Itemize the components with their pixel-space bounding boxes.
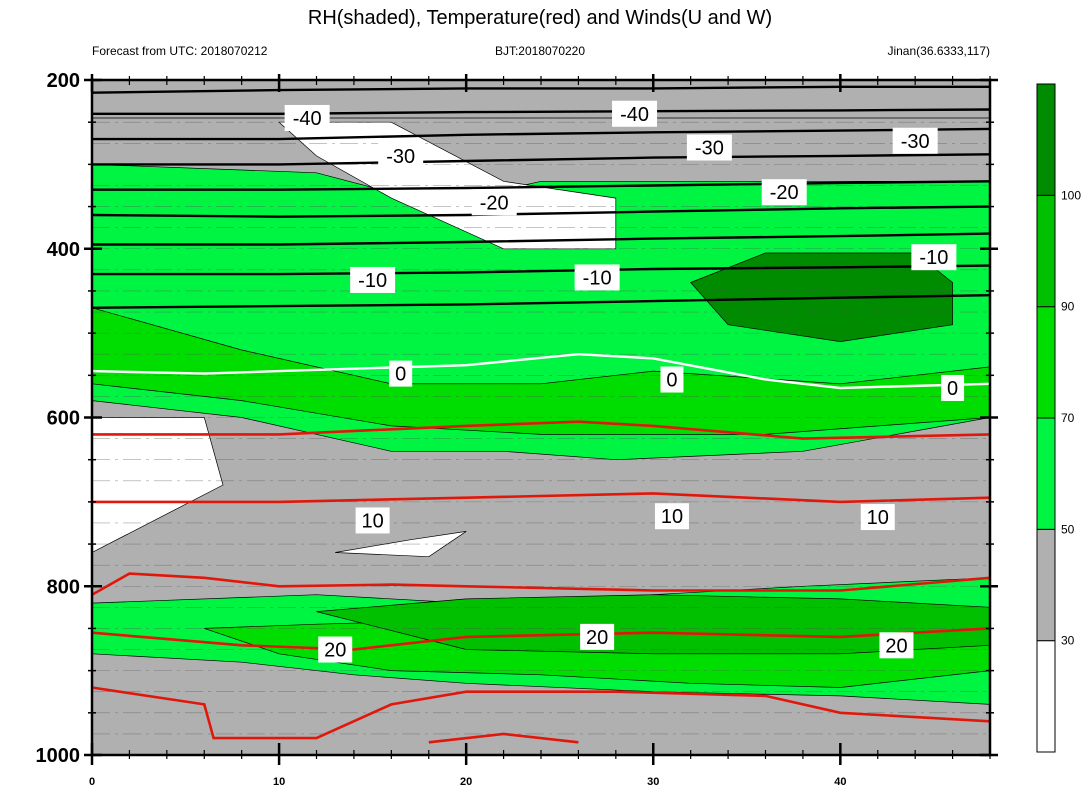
temperature-line-7: [92, 264, 990, 276]
contour-label-3: -30: [686, 134, 732, 161]
contour-label-1: -40: [612, 100, 658, 127]
svg-text:20: 20: [885, 635, 907, 657]
subtitle-location: Jinan(36.6333,117): [887, 44, 990, 58]
x-tick-label-20: 20: [460, 776, 472, 788]
colorbar-label-30: 30: [1061, 634, 1075, 648]
y-tick-label-400: 400: [47, 239, 80, 261]
svg-text:20: 20: [324, 640, 346, 662]
colorbar-box-1: [1036, 528, 1056, 642]
svg-text:-30: -30: [386, 146, 415, 168]
y-tick-label-800: 800: [47, 576, 80, 598]
svg-text:-10: -10: [919, 247, 948, 269]
contour-label-0: -40: [284, 104, 330, 131]
x-tick-label-0: 0: [89, 776, 95, 788]
contour-label-8: -10: [574, 264, 620, 291]
temperature-line-4: [92, 180, 990, 191]
colorbar-box-4: [1036, 194, 1056, 308]
colorbar-label-50: 50: [1061, 522, 1075, 536]
svg-text:-30: -30: [695, 138, 724, 160]
temperature-line-6: [92, 232, 990, 246]
svg-text:-10: -10: [358, 270, 387, 292]
svg-text:20: 20: [586, 627, 608, 649]
contour-label-4: -30: [892, 127, 938, 154]
contour-label-6: -20: [761, 179, 807, 206]
temperature-line-14: [92, 686, 990, 740]
temperature-line-1: [92, 108, 990, 115]
subtitle-bjt: BJT:2018070220: [495, 44, 585, 58]
svg-text:-20: -20: [480, 192, 509, 214]
temperature-line-5: [92, 205, 990, 218]
contour-label-15: 10: [860, 504, 895, 531]
rh-region-3: [92, 307, 990, 435]
temperature-line-9: [92, 352, 990, 390]
contour-label-16: 20: [318, 636, 353, 663]
contour-label-10: 0: [389, 360, 413, 387]
contour-label-5: -20: [471, 189, 517, 216]
temperature-line-12: [92, 572, 990, 596]
svg-text:10: 10: [661, 506, 683, 528]
y-tick-label-600: 600: [47, 408, 80, 430]
contour-label-7: -10: [350, 266, 396, 293]
temperature-line-11: [92, 492, 990, 504]
colorbar-box-0: [1036, 640, 1056, 753]
chart-title: RH(shaded), Temperature(red) and Winds(U…: [308, 7, 772, 29]
x-tick-label-40: 40: [834, 776, 846, 788]
y-tick-label-200: 200: [47, 70, 80, 92]
contour-label-9: -10: [911, 244, 957, 271]
temperature-line-15: [428, 732, 579, 744]
svg-text:-20: -20: [770, 182, 799, 204]
temperature-line-3: [92, 153, 990, 166]
rh-region-5: [316, 594, 990, 655]
x-tick-label-10: 10: [273, 776, 285, 788]
svg-text:-30: -30: [901, 131, 930, 153]
x-tick-label-30: 30: [647, 776, 659, 788]
svg-text:0: 0: [395, 364, 406, 386]
temperature-line-2: [92, 127, 990, 141]
plot-area: -40 -40 -30 -30 -30 -20 -20 -10 -10 -10 0 0 0 10 10 10 2…: [92, 80, 990, 755]
contour-label-17: 20: [580, 623, 615, 650]
temperature-line-0: [92, 85, 990, 94]
contour-label-18: 20: [879, 632, 914, 659]
colorbar-box-3: [1036, 306, 1056, 419]
colorbar-label-70: 70: [1061, 411, 1075, 425]
colorbar-label-100: 100: [1061, 188, 1081, 202]
svg-text:10: 10: [867, 507, 889, 529]
y-tick-label-1000: 1000: [36, 745, 81, 767]
svg-text:0: 0: [666, 370, 677, 392]
contour-label-14: 10: [654, 503, 689, 530]
svg-text:10: 10: [362, 510, 384, 532]
contour-label-2: -30: [378, 142, 424, 169]
contour-label-11: 0: [660, 366, 684, 393]
svg-text:-10: -10: [583, 267, 612, 289]
colorbar-box-5: [1036, 83, 1056, 196]
temperature-line-13: [92, 627, 990, 651]
svg-text:-40: -40: [293, 108, 322, 130]
colorbar: 30 50 70 90 100: [1036, 83, 1081, 753]
svg-text:-40: -40: [620, 104, 649, 126]
temperature-line-10: [92, 420, 990, 440]
temperature-line-8: [92, 294, 990, 309]
contour-label-13: 10: [355, 507, 390, 534]
colorbar-box-2: [1036, 417, 1056, 530]
subtitle-forecast: Forecast from UTC: 2018070212: [92, 44, 268, 58]
svg-text:0: 0: [947, 378, 958, 400]
contour-label-12: 0: [941, 374, 965, 401]
colorbar-label-90: 90: [1061, 300, 1075, 314]
